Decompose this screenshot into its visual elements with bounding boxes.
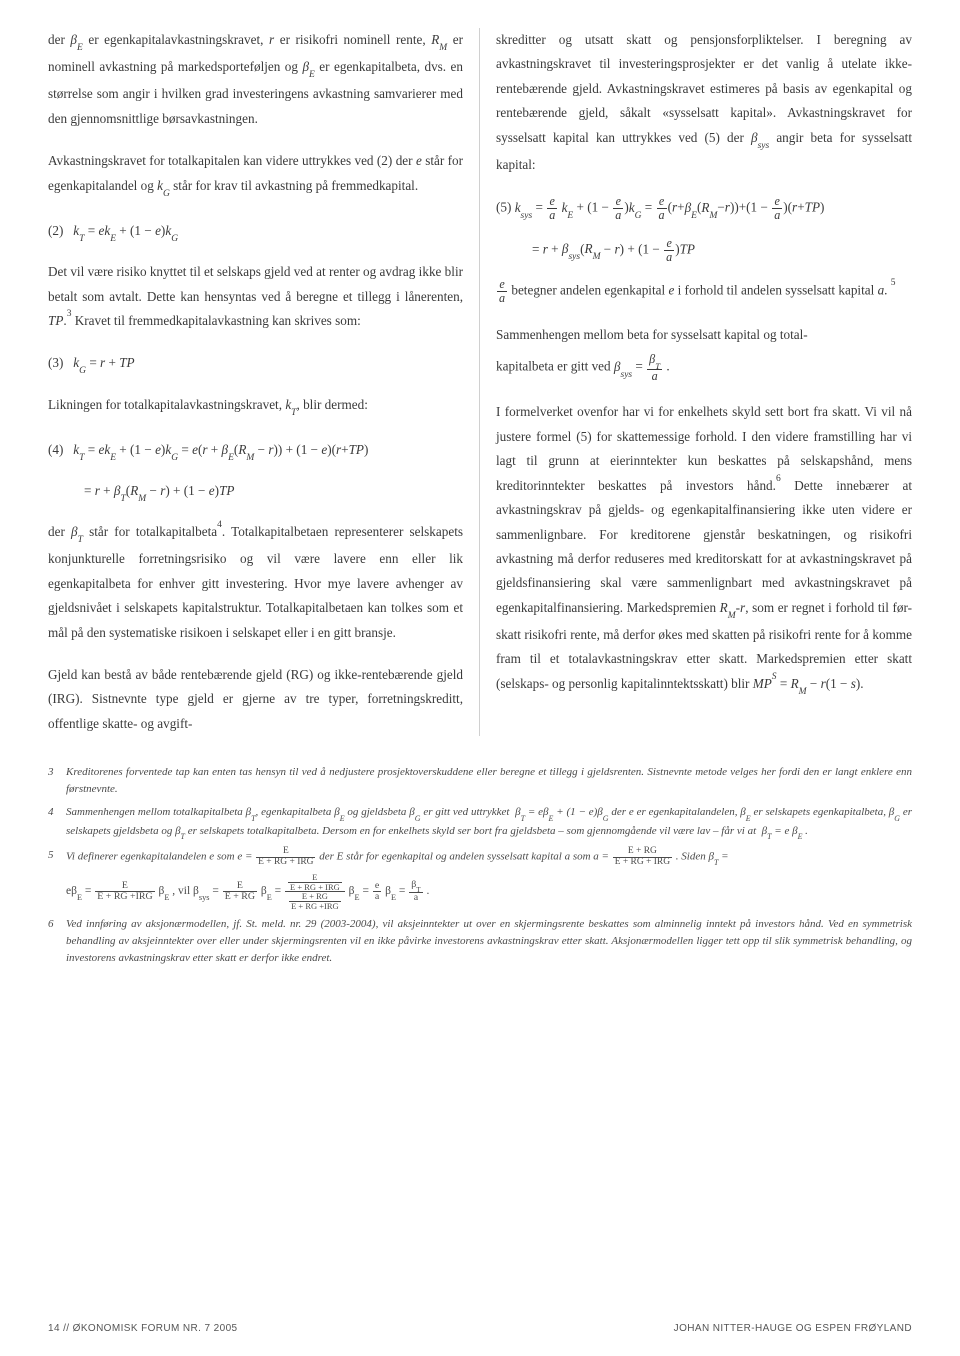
paragraph: ea betegner andelen egenkapital e i forh… [496, 278, 912, 304]
paragraph: der βE er egenkapitalavkastningskravet, … [48, 28, 463, 131]
paragraph: kapitalbeta er gitt ved βsys = βTa . [496, 353, 912, 382]
page-footer: 14 // ØKONOMISK FORUM NR. 7 2005 JOHAN N… [48, 1323, 912, 1334]
equation-3: (3) kG = r + TP [48, 351, 463, 378]
right-column: skreditter og utsatt skatt og pensjonsfo… [480, 28, 912, 736]
footnote-5: 5 Vi definerer egenkapitalandelen e som … [48, 847, 912, 867]
equation-5: (5) ksys = ea kE + (1 − ea)kG = ea(r+βE(… [496, 195, 912, 222]
footnote-3: 3 Kreditorenes forventede tap kan enten … [48, 764, 912, 798]
footnote-6: 6 Ved innføring av aksjonærmodellen, jf.… [48, 916, 912, 967]
paragraph: skreditter og utsatt skatt og pensjonsfo… [496, 28, 912, 177]
equation-2: (2) kT = ekE + (1 − e)kG [48, 219, 463, 246]
paragraph: Det vil være risiko knyttet til et selsk… [48, 260, 463, 333]
paragraph: Sammenhengen mellom beta for sysselsatt … [496, 323, 912, 347]
paragraph: Gjeld kan bestå av både rentebærende gje… [48, 663, 463, 736]
footer-left: 14 // ØKONOMISK FORUM NR. 7 2005 [48, 1323, 238, 1334]
paragraph: Likningen for totalkapitalavkastningskra… [48, 393, 463, 420]
footnotes: 3 Kreditorenes forventede tap kan enten … [48, 758, 912, 967]
footnote-4: 4 Sammenhengen mellom totalkapitalbeta β… [48, 804, 912, 841]
paragraph: I formelverket ovenfor har vi for enkelh… [496, 400, 912, 699]
footer-right: JOHAN NITTER-HAUGE OG ESPEN FRØYLAND [674, 1323, 912, 1334]
paragraph: Avkastningskravet for totalkapitalen kan… [48, 149, 463, 201]
equation-4: (4) kT = ekE + (1 − e)kG = e(r + βE(RM −… [48, 438, 463, 465]
left-column: der βE er egenkapitalavkastningskravet, … [48, 28, 480, 736]
equation-5-line2: = r + βsys(RM − r) + (1 − ea)TP [496, 237, 912, 264]
footnote-5-equation: eβE = EE + RG +IRG βE , vil βsys = EE + … [66, 873, 912, 910]
equation-4-line2: = r + βT(RM − r) + (1 − e)TP [48, 479, 463, 506]
paragraph: der βT står for totalkapitalbeta4. Total… [48, 520, 463, 645]
